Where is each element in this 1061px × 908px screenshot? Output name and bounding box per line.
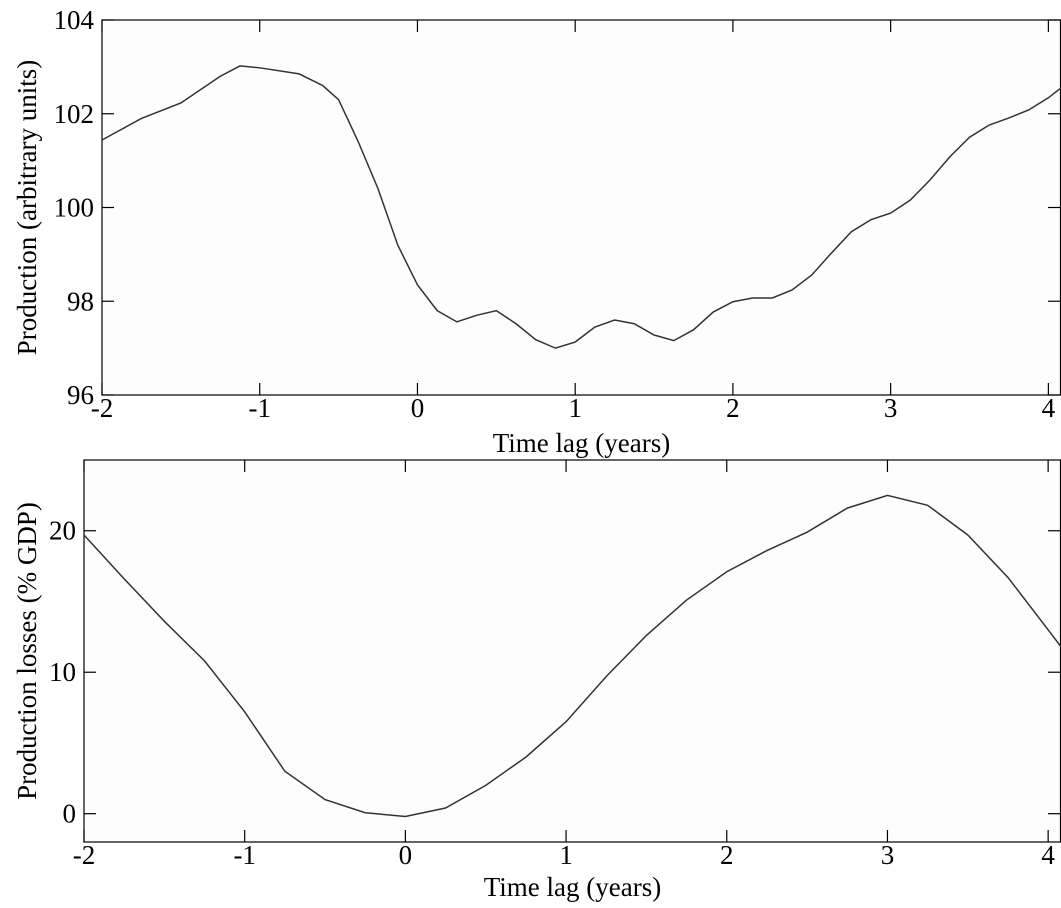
y-tick-label: 104 — [54, 5, 95, 35]
plot-area — [101, 19, 1061, 396]
x-tick-label: 1 — [559, 840, 573, 870]
x-tick-label: -1 — [233, 840, 256, 870]
x-tick-label: -2 — [91, 393, 114, 423]
x-tick-label: -2 — [73, 840, 96, 870]
y-axis-label: Production losses (% GDP) — [12, 502, 42, 800]
x-tick-label: 2 — [720, 840, 734, 870]
y-tick-label: 100 — [54, 193, 95, 223]
y-tick-label: 10 — [49, 657, 76, 687]
y-tick-label: 102 — [54, 99, 95, 129]
x-tick-label: 3 — [884, 393, 898, 423]
x-tick-label: 4 — [1041, 840, 1055, 870]
x-tick-label: 4 — [1042, 393, 1056, 423]
data-line — [83, 494, 1061, 818]
x-axis-label: Time lag (years) — [484, 872, 661, 902]
y-tick-label: 98 — [67, 286, 94, 316]
y-tick-label: 20 — [49, 516, 76, 546]
x-tick-label: -1 — [248, 393, 271, 423]
y-tick-label: 96 — [67, 380, 94, 410]
x-tick-label: 0 — [399, 840, 413, 870]
x-tick-label: 1 — [568, 393, 582, 423]
x-tick-label: 0 — [411, 393, 425, 423]
y-axis-label: Production (arbitrary units) — [12, 60, 42, 355]
data-line — [101, 65, 1061, 349]
x-tick-label: 3 — [881, 840, 895, 870]
plot-area — [83, 459, 1061, 843]
x-tick-label: 2 — [726, 393, 740, 423]
x-axis-label: Time lag (years) — [493, 428, 670, 458]
y-tick-label: 0 — [63, 799, 77, 829]
